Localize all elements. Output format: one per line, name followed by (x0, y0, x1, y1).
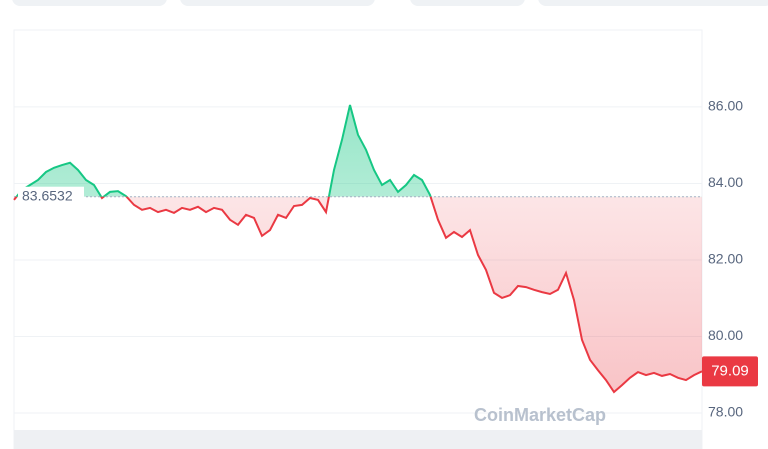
last-price-label: 79.09 (711, 362, 749, 379)
baseline-label-bg (18, 186, 84, 207)
tab[interactable] (12, 0, 167, 6)
tab[interactable] (180, 0, 375, 6)
watermark: CoinMarketCap (474, 405, 606, 425)
price-line-above (15, 104, 432, 197)
y-tick-label: 86.00 (708, 98, 743, 114)
navigator[interactable] (14, 430, 702, 449)
tab[interactable] (538, 0, 768, 6)
area-above (14, 105, 702, 197)
price-line-below (13, 196, 703, 394)
y-tick-label: 84.00 (708, 174, 743, 190)
area-below (14, 196, 702, 392)
baseline-label: 83.6532 (22, 187, 73, 203)
last-price-badge (702, 356, 758, 387)
y-tick-label: 78.00 (708, 404, 743, 420)
y-tick-label: 80.00 (708, 327, 743, 343)
y-tick-label: 82.00 (708, 251, 743, 267)
tab[interactable] (410, 0, 525, 6)
